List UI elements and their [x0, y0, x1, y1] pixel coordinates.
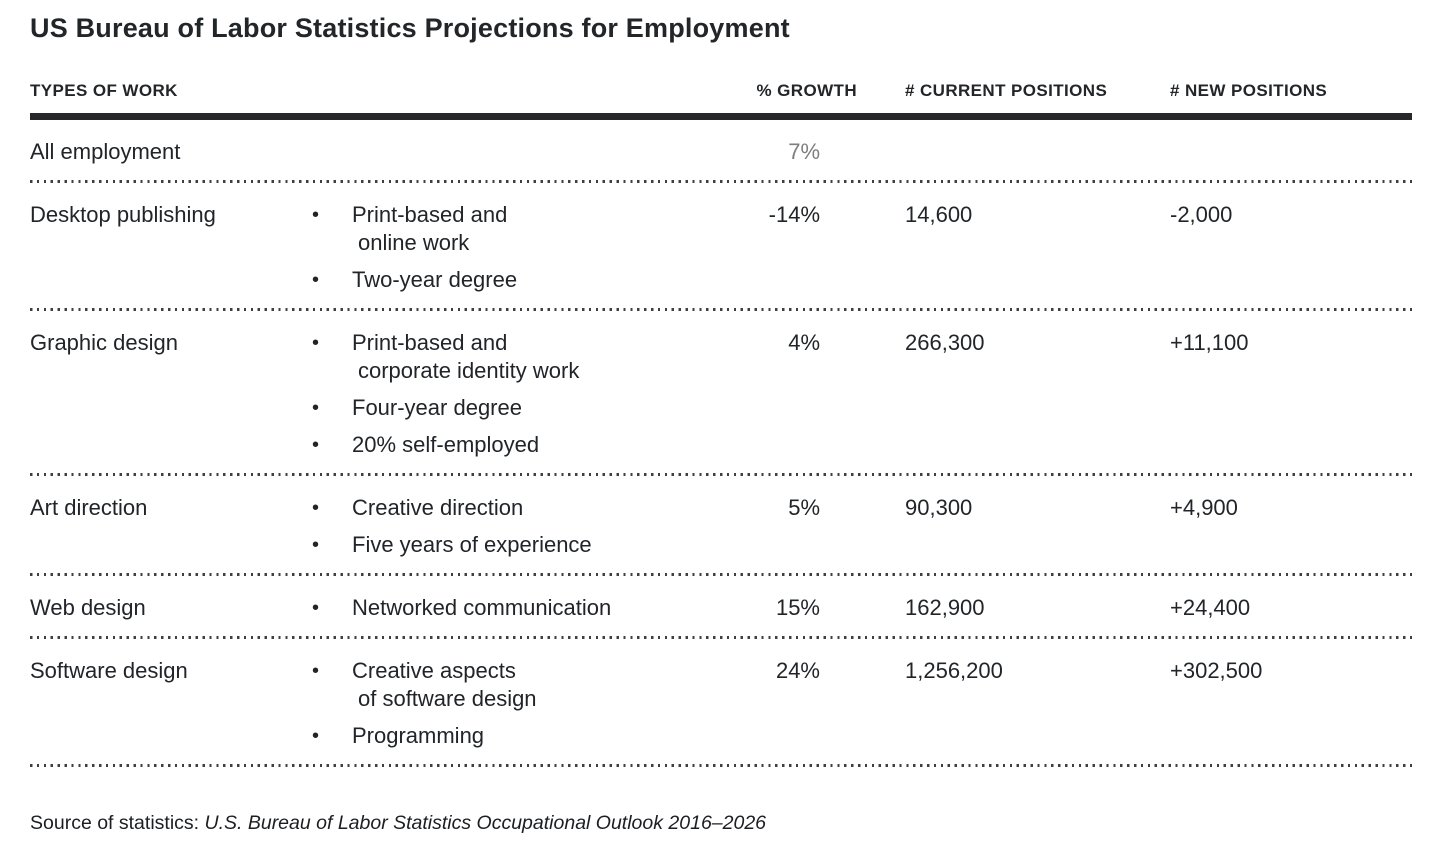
bullet-item: • Programming: [312, 722, 685, 750]
source-note: Source of statistics: U.S. Bureau of Lab…: [30, 811, 1412, 835]
bullet-item: • Creative direction: [312, 494, 685, 522]
bullet-line: online work: [358, 230, 470, 255]
new-positions-value: +302,500: [1170, 658, 1263, 683]
table-row: All employment 7%: [30, 120, 1412, 180]
header-growth: % GROWTH: [756, 81, 857, 100]
bullet-icon: •: [312, 434, 320, 456]
bullet-text: Four-year degree: [352, 394, 522, 422]
new-positions-value: +4,900: [1170, 495, 1238, 520]
bullet-icon: •: [312, 660, 320, 682]
bullet-icon: •: [312, 204, 320, 226]
dotted-divider: [30, 473, 1412, 476]
dotted-divider: [30, 308, 1412, 311]
header-types-of-work: TYPES OF WORK: [30, 81, 178, 100]
bullet-icon: •: [312, 397, 320, 419]
bullet-item: • Creative aspects of software design: [312, 657, 685, 713]
bullet-line: Two-year degree: [352, 267, 518, 292]
bullet-text: Print-based and online work: [352, 201, 507, 257]
table-row: Desktop publishing • Print-based and onl…: [30, 183, 1412, 308]
bullet-item: • 20% self-employed: [312, 431, 685, 459]
bullet-icon: •: [312, 597, 320, 619]
table-row: Software design • Creative aspects of so…: [30, 639, 1412, 764]
work-type: Art direction: [30, 495, 148, 520]
bullet-text: Creative direction: [352, 494, 523, 522]
bullet-text: Two-year degree: [352, 266, 517, 294]
growth-value: 5%: [788, 495, 820, 520]
work-details: • Print-based and corporate identity wor…: [312, 329, 685, 459]
table-row: Art direction • Creative direction • Fiv…: [30, 476, 1412, 573]
work-details: • Creative aspects of software design • …: [312, 657, 685, 750]
bullet-item: • Five years of experience: [312, 531, 685, 559]
bullet-line: Creative direction: [352, 495, 524, 520]
table-header-row: TYPES OF WORK % GROWTH # CURRENT POSITIO…: [30, 81, 1412, 101]
bullet-item: • Four-year degree: [312, 394, 685, 422]
bullet-item: • Print-based and corporate identity wor…: [312, 329, 685, 385]
current-positions-value: 1,256,200: [905, 658, 1003, 683]
work-type: Desktop publishing: [30, 202, 216, 227]
current-positions-value: 14,600: [905, 202, 973, 227]
new-positions-value: +24,400: [1170, 595, 1251, 620]
work-details: • Print-based and online work • Two-year…: [312, 201, 685, 294]
work-details: • Creative direction • Five years of exp…: [312, 494, 685, 559]
bullet-line: Networked communication: [352, 595, 612, 620]
header-new-positions: # NEW POSITIONS: [1170, 81, 1328, 100]
work-type: Software design: [30, 658, 188, 683]
bullet-line: Print-based and: [352, 202, 508, 227]
work-details: • Networked communication: [312, 594, 685, 622]
bullet-text: Programming: [352, 722, 484, 750]
header-current-positions: # CURRENT POSITIONS: [905, 81, 1108, 100]
dotted-divider: [30, 180, 1412, 183]
current-positions-value: 266,300: [905, 330, 985, 355]
bullet-line: of software design: [358, 686, 537, 711]
bullet-line: Creative aspects: [352, 658, 516, 683]
table-row: Graphic design • Print-based and corpora…: [30, 311, 1412, 473]
dotted-divider: [30, 573, 1412, 576]
bullet-line: 20% self-employed: [352, 432, 540, 457]
source-citation: U.S. Bureau of Labor Statistics Occupati…: [204, 812, 767, 834]
dotted-divider: [30, 636, 1412, 639]
bullet-line: corporate identity work: [358, 358, 580, 383]
growth-value: 15%: [775, 595, 820, 620]
table-row: Web design • Networked communication 15%…: [30, 576, 1412, 636]
growth-value: 7%: [788, 139, 820, 164]
current-positions-value: 90,300: [905, 495, 973, 520]
growth-value: -14%: [768, 202, 820, 227]
bullet-item: • Two-year degree: [312, 266, 685, 294]
growth-value: 24%: [775, 658, 820, 683]
work-type: All employment: [30, 139, 181, 164]
bullet-icon: •: [312, 534, 320, 556]
new-positions-value: -2,000: [1170, 202, 1233, 227]
current-positions-value: 162,900: [905, 595, 985, 620]
bullet-icon: •: [312, 497, 320, 519]
header-rule: [30, 113, 1412, 120]
work-type: Web design: [30, 595, 146, 620]
growth-value: 4%: [788, 330, 820, 355]
bullet-text: Five years of experience: [352, 531, 592, 559]
bullet-line: Programming: [352, 723, 485, 748]
bullet-line: Four-year degree: [352, 395, 522, 420]
bullet-text: Print-based and corporate identity work: [352, 329, 579, 385]
bullet-text: 20% self-employed: [352, 431, 539, 459]
work-type: Graphic design: [30, 330, 178, 355]
bullet-text: Creative aspects of software design: [352, 657, 537, 713]
bullet-icon: •: [312, 332, 320, 354]
bullet-item: • Print-based and online work: [312, 201, 685, 257]
bullet-text: Networked communication: [352, 594, 611, 622]
bullet-line: Five years of experience: [352, 532, 592, 557]
new-positions-value: +11,100: [1170, 330, 1249, 355]
bullet-item: • Networked communication: [312, 594, 685, 622]
bullet-icon: •: [312, 725, 320, 747]
bullet-icon: •: [312, 269, 320, 291]
dotted-divider: [30, 764, 1412, 767]
page-title: US Bureau of Labor Statistics Projection…: [30, 13, 790, 43]
source-label: Source of statistics:: [30, 812, 200, 834]
bullet-line: Print-based and: [352, 330, 508, 355]
